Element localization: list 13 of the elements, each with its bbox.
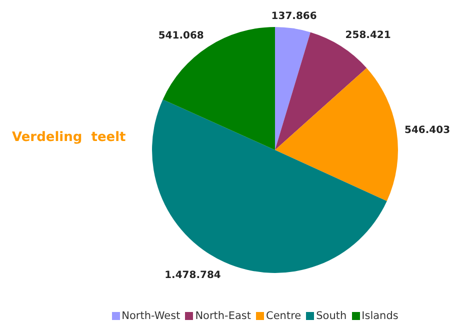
data-label: 541.068 <box>158 30 204 42</box>
data-label: 258.421 <box>345 30 391 41</box>
text: Verdeling teelt <box>12 130 126 145</box>
legend-label: Islands <box>360 310 398 322</box>
legend-label: Centre <box>265 310 302 322</box>
legend-label: North-East <box>194 310 251 322</box>
data-label: 1.478.784 <box>164 270 221 281</box>
data-label: 546.403 <box>404 124 450 136</box>
data-label: 137.866 <box>271 10 317 22</box>
pie-slice <box>275 27 310 150</box>
legend-label: South <box>315 310 347 322</box>
legend-label: North-West <box>120 310 180 322</box>
pie-slice <box>275 68 398 202</box>
